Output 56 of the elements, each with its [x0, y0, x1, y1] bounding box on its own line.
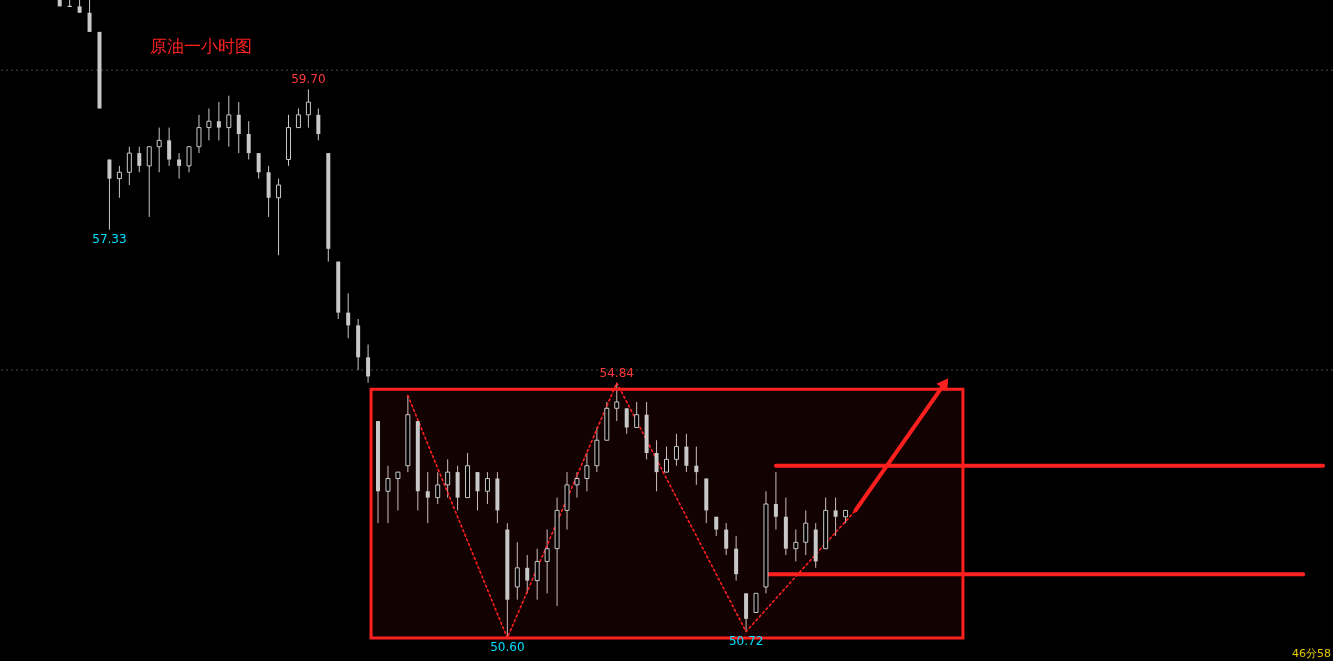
candlestick: [116, 165, 122, 199]
candlestick: [584, 452, 590, 492]
candlestick: [484, 471, 490, 505]
candlestick: [574, 471, 580, 499]
candlestick: [475, 471, 480, 511]
candlestick: [673, 433, 679, 467]
text: 原油一小时图: [150, 36, 252, 56]
candlestick: [514, 541, 520, 601]
candlestick: [634, 401, 640, 428]
annotation: 50.60: [490, 640, 525, 654]
candlestick: [833, 497, 838, 537]
candlestick: [236, 101, 241, 154]
candlestick: [156, 127, 162, 173]
candlestick: [126, 146, 132, 186]
candlestick: [346, 292, 351, 339]
candlestick: [773, 471, 778, 531]
candlestick: [295, 107, 301, 129]
candlestick: [803, 509, 809, 556]
candlestick: [216, 101, 221, 141]
candlestick: [435, 471, 441, 505]
candlestick: [684, 433, 689, 473]
annotation: 57.33: [92, 231, 127, 246]
candlestick: [146, 146, 152, 218]
candlestick: [276, 178, 282, 256]
candlestick: [525, 554, 530, 594]
candlestick: [177, 152, 182, 180]
candlestick: [87, 0, 92, 33]
candlestick: [425, 471, 430, 524]
candlestick: [544, 529, 550, 594]
candlestick: [654, 439, 659, 492]
candlestick: [305, 88, 311, 129]
candlestick: [246, 120, 251, 160]
candlestick: [167, 127, 172, 167]
candlestick: [385, 465, 391, 524]
candlestick: [196, 114, 202, 154]
candlestick: [534, 548, 540, 601]
candlestick: [137, 146, 142, 173]
candlestick: [724, 522, 729, 556]
candlestick: [624, 407, 629, 435]
candlestick: [226, 95, 232, 148]
candlestick: [664, 446, 669, 473]
candlestick: [793, 529, 799, 562]
candlestick: [206, 107, 212, 141]
candlestick: [316, 107, 321, 141]
candlestick: [186, 146, 192, 173]
candlestick: [753, 592, 759, 613]
annotation: 54.84: [599, 365, 634, 380]
candlestick: [445, 458, 451, 499]
candlestick: [107, 159, 112, 231]
candlestick: [614, 382, 620, 422]
annotation: 59.70: [291, 72, 326, 87]
candlestick: [366, 344, 371, 384]
candlestick: [694, 446, 699, 486]
text: 46分58: [1292, 647, 1331, 660]
candlestick: [256, 152, 261, 180]
candlestick: [395, 471, 401, 511]
